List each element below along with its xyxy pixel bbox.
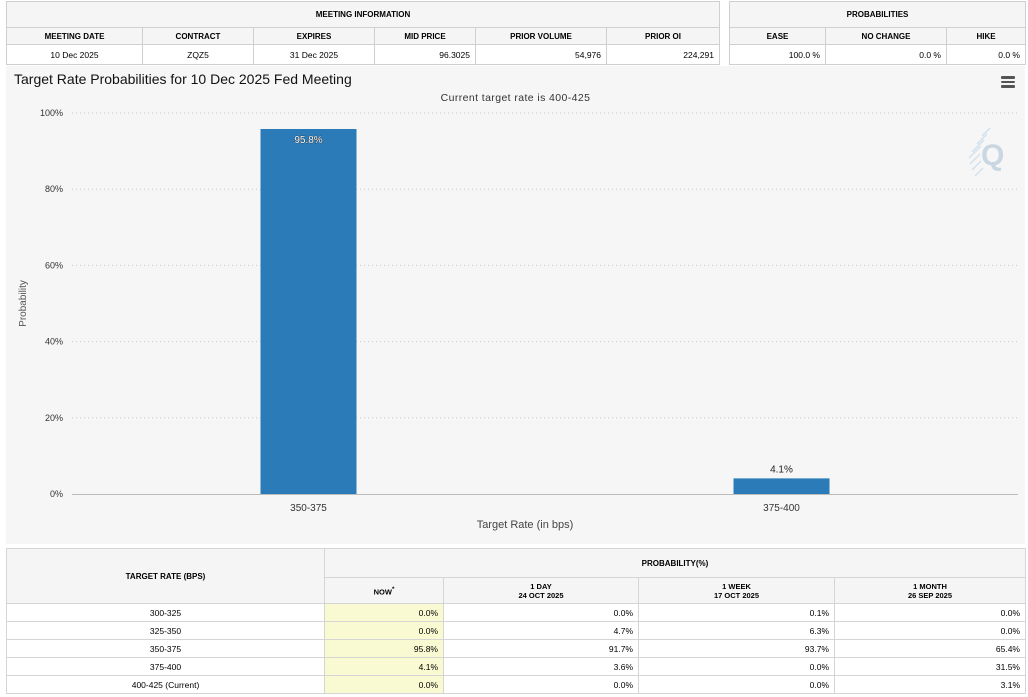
column-1-month-date: 26 SEP 2025 xyxy=(907,590,953,600)
header-hike: HIKE xyxy=(946,27,1026,45)
x-tick-label: 350-375 xyxy=(290,503,327,514)
data-label: 4.1% xyxy=(770,464,793,475)
row-rate: 350-375 xyxy=(6,639,325,658)
table-row: 300-325 0.0% 0.0% 0.1% 0.0% xyxy=(6,603,1026,622)
column-1-day-label: 1 DAY xyxy=(530,581,552,591)
hike-value: 0.0 % xyxy=(946,44,1026,65)
cell-1-day: 0.0% xyxy=(443,603,639,622)
probabilities-title: PROBABILITIES xyxy=(729,1,1026,28)
bar xyxy=(733,478,830,494)
probability-header: PROBABILITY(%) xyxy=(324,548,1026,578)
cell-1-week: 93.7% xyxy=(638,639,835,658)
cell-1-month: 3.1% xyxy=(834,675,1026,694)
row-rate: 325-350 xyxy=(6,621,325,640)
header-expires: EXPIRES xyxy=(253,27,375,45)
meeting-date-value: 10 Dec 2025 xyxy=(6,44,143,65)
cell-1-month: 65.4% xyxy=(834,639,1026,658)
row-rate: 400-425 (Current) xyxy=(6,675,325,694)
cell-now: 0.0% xyxy=(324,621,444,640)
cell-1-day: 0.0% xyxy=(443,675,639,694)
column-now-label: NOW xyxy=(373,587,392,597)
meeting-info-table: MEETING INFORMATION MEETING DATE CONTRAC… xyxy=(6,1,720,65)
column-1-week: 1 WEEK 17 OCT 2025 xyxy=(638,577,835,604)
mid-price-value: 96.3025 xyxy=(374,44,476,65)
column-1-week-date: 17 OCT 2025 xyxy=(713,590,760,600)
prior-volume-value: 54,976 xyxy=(475,44,607,65)
svg-text:Q: Q xyxy=(981,139,1004,172)
target-rate-chart: Target Rate Probabilities for 10 Dec 202… xyxy=(6,66,1025,544)
y-tick-label: 100% xyxy=(40,108,63,118)
header-contract: CONTRACT xyxy=(142,27,254,45)
table-row: 375-400 4.1% 3.6% 0.0% 31.5% xyxy=(6,657,1026,676)
cell-now: 0.0% xyxy=(324,603,444,622)
column-now: NOW* xyxy=(324,577,444,604)
prior-oi-value: 224,291 xyxy=(606,44,720,65)
cell-1-week: 6.3% xyxy=(638,621,835,640)
cell-1-month: 0.0% xyxy=(834,603,1026,622)
header-meeting-date: MEETING DATE xyxy=(6,27,143,45)
chart-subtitle: Current target rate is 400-425 xyxy=(440,92,591,104)
table-row: 400-425 (Current) 0.0% 0.0% 0.0% 3.1% xyxy=(6,675,1026,694)
row-rate: 375-400 xyxy=(6,657,325,676)
bar-plot: 0% 20% 40% 60% 80% 100% 95.8% 350-375 4.1% 375-40… xyxy=(18,108,1018,531)
chart-title: Target Rate Probabilities for 10 Dec 202… xyxy=(14,71,352,87)
hamburger-menu-icon[interactable] xyxy=(1001,76,1015,88)
contract-value: ZQZ5 xyxy=(142,44,254,65)
y-axis-label: Probability xyxy=(18,280,29,327)
header-ease: EASE xyxy=(729,27,826,45)
probability-history-table: TARGET RATE (BPS) PROBABILITY(%) NOW* 1 … xyxy=(6,548,1026,694)
cell-1-week: 0.1% xyxy=(638,603,835,622)
cell-1-week: 0.0% xyxy=(638,657,835,676)
table-row: 325-350 0.0% 4.7% 6.3% 0.0% xyxy=(6,621,1026,640)
cell-now: 95.8% xyxy=(324,639,444,658)
table-row: 350-375 95.8% 91.7% 93.7% 65.4% xyxy=(6,639,1026,658)
column-1-week-label: 1 WEEK xyxy=(722,581,751,591)
target-rate-header: TARGET RATE (BPS) xyxy=(6,548,325,604)
header-mid-price: MID PRICE xyxy=(374,27,476,45)
cell-1-day: 4.7% xyxy=(443,621,639,640)
no-change-value: 0.0 % xyxy=(825,44,947,65)
bar xyxy=(260,129,357,494)
column-1-month-label: 1 MONTH xyxy=(913,581,947,591)
column-1-month: 1 MONTH 26 SEP 2025 xyxy=(834,577,1026,604)
column-1-day-date: 24 OCT 2025 xyxy=(518,590,564,600)
y-tick-label: 0% xyxy=(50,489,63,499)
q-logo-icon: Q xyxy=(968,127,1004,177)
cell-1-month: 31.5% xyxy=(834,657,1026,676)
expires-value: 31 Dec 2025 xyxy=(253,44,375,65)
y-tick-label: 40% xyxy=(45,337,63,347)
y-tick-label: 80% xyxy=(45,184,63,194)
x-tick-label: 375-400 xyxy=(763,503,800,514)
x-axis-label: Target Rate (in bps) xyxy=(477,519,574,531)
cell-now: 0.0% xyxy=(324,675,444,694)
y-tick-label: 60% xyxy=(45,260,63,270)
column-now-marker: * xyxy=(391,585,395,593)
y-tick-label: 20% xyxy=(45,413,63,423)
cell-1-day: 91.7% xyxy=(443,639,639,658)
ease-value: 100.0 % xyxy=(729,44,826,65)
header-prior-oi: PRIOR OI xyxy=(606,27,720,45)
header-prior-volume: PRIOR VOLUME xyxy=(475,27,607,45)
header-no-change: NO CHANGE xyxy=(825,27,947,45)
column-1-day: 1 DAY 24 OCT 2025 xyxy=(443,577,639,604)
cell-now: 4.1% xyxy=(324,657,444,676)
cell-1-month: 0.0% xyxy=(834,621,1026,640)
meeting-info-title: MEETING INFORMATION xyxy=(6,1,720,28)
cell-1-day: 3.6% xyxy=(443,657,639,676)
row-rate: 300-325 xyxy=(6,603,325,622)
data-label: 95.8% xyxy=(294,135,322,146)
cell-1-week: 0.0% xyxy=(638,675,835,694)
probabilities-table: PROBABILITIES EASE NO CHANGE HIKE 100.0 … xyxy=(729,1,1026,65)
